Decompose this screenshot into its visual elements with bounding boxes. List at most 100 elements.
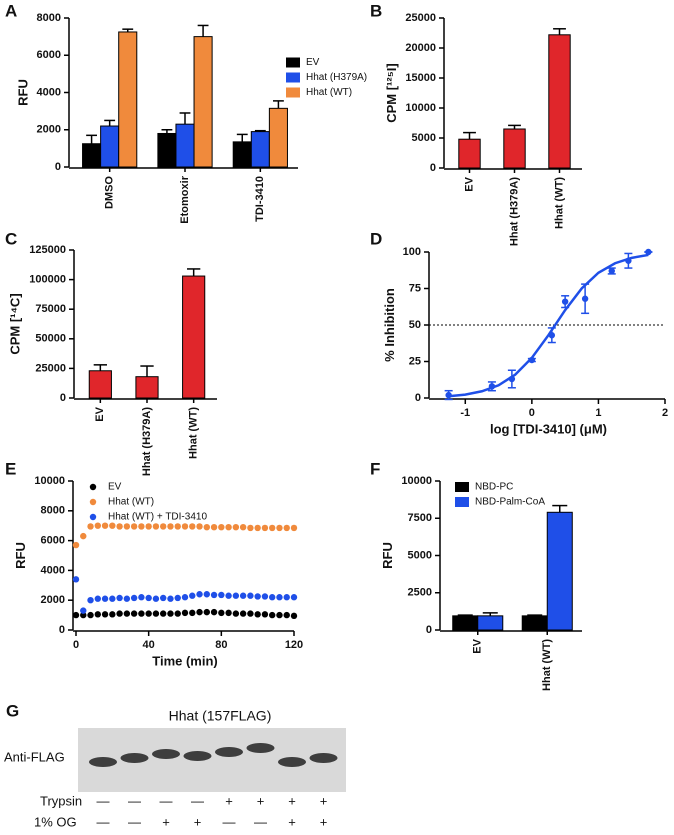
- point: [145, 523, 152, 530]
- point: [276, 594, 283, 601]
- point: [160, 610, 167, 617]
- y-tick-label: 6000: [37, 49, 61, 61]
- point: [247, 610, 254, 617]
- bar: [100, 125, 120, 168]
- blot-band: [152, 749, 180, 759]
- x-tick-label: 120: [285, 639, 303, 651]
- point: [232, 592, 240, 599]
- condition-sign: +: [194, 814, 202, 829]
- point: [152, 595, 160, 602]
- condition-sign: —: [254, 814, 267, 829]
- x-tick-label: 1: [595, 407, 601, 419]
- panel-letter: G: [6, 701, 19, 720]
- y-tick-label: 7500: [408, 512, 432, 524]
- point: [645, 248, 652, 256]
- point: [561, 298, 569, 305]
- point: [160, 594, 167, 602]
- point: [181, 609, 189, 617]
- y-tick-label: 5000: [408, 549, 432, 561]
- point: [203, 591, 210, 598]
- point: [130, 610, 138, 617]
- legend-swatch: [286, 57, 300, 68]
- y-tick-label: 2000: [37, 124, 61, 136]
- point: [189, 523, 196, 530]
- x-axis-label: Time (min): [152, 653, 218, 668]
- point: [548, 332, 556, 339]
- y-tick-label: 6000: [41, 535, 65, 547]
- point: [109, 611, 116, 618]
- x-tick-label: Hhat (WT): [553, 177, 565, 229]
- point: [290, 594, 298, 601]
- point: [218, 609, 225, 617]
- x-tick-label: 80: [215, 639, 227, 651]
- blot-title: Hhat (157FLAG): [169, 708, 272, 724]
- blot-band: [183, 751, 212, 761]
- bar: [250, 131, 270, 168]
- point: [80, 611, 87, 619]
- bar: [135, 376, 159, 399]
- point: [283, 524, 290, 532]
- legend-label: EV: [306, 57, 320, 68]
- y-tick-label: 0: [60, 392, 66, 404]
- point: [152, 523, 160, 530]
- legend-marker: [89, 498, 97, 506]
- point: [87, 597, 94, 604]
- point: [116, 610, 123, 617]
- point: [254, 593, 261, 600]
- point: [508, 375, 516, 383]
- point: [196, 523, 203, 530]
- point: [109, 522, 116, 529]
- y-tick-label: 20000: [405, 42, 436, 54]
- point: [94, 522, 102, 529]
- point: [290, 612, 298, 620]
- blot-band: [246, 743, 275, 753]
- condition-sign: +: [162, 814, 170, 829]
- legend-label: Hhat (WT): [108, 497, 154, 508]
- bar: [157, 132, 177, 168]
- legend-label: NBD-Palm-CoA: [475, 497, 545, 508]
- y-tick-label: 0: [426, 624, 432, 636]
- y-tick-label: 50000: [35, 333, 66, 345]
- point: [269, 594, 276, 601]
- bar: [88, 370, 112, 399]
- y-tick-label: 25000: [405, 12, 436, 24]
- panel-letter: D: [370, 229, 382, 248]
- point: [130, 594, 138, 602]
- y-tick-label: 8000: [41, 505, 65, 517]
- y-tick-label: 0: [59, 624, 65, 636]
- point: [167, 610, 174, 617]
- y-tick-label: 2500: [408, 587, 432, 599]
- x-tick-label: TDI-3410: [254, 176, 266, 222]
- blot-band: [215, 747, 243, 757]
- y-axis-label: RFU: [15, 79, 30, 106]
- y-tick-label: 0: [430, 162, 436, 174]
- point: [210, 523, 218, 531]
- y-tick-label: 4000: [41, 564, 65, 576]
- point: [152, 610, 160, 617]
- y-axis-label: RFU: [380, 542, 395, 569]
- point: [239, 523, 247, 531]
- point: [528, 356, 536, 364]
- y-tick-label: 4000: [37, 86, 61, 98]
- bar: [193, 36, 213, 168]
- bar: [458, 138, 481, 169]
- panel-letter: A: [5, 1, 17, 20]
- point: [101, 595, 109, 602]
- y-axis-label: RFU: [13, 542, 28, 569]
- y-tick-label: 100000: [29, 274, 66, 286]
- point: [145, 594, 152, 602]
- panel-letter: C: [5, 229, 17, 248]
- blot-membrane: [78, 728, 346, 792]
- bar: [232, 141, 252, 168]
- bar: [477, 615, 504, 631]
- y-tick-label: 15000: [405, 72, 436, 84]
- point: [261, 611, 269, 618]
- point: [189, 609, 196, 617]
- point: [210, 608, 218, 616]
- blot-band: [309, 753, 338, 763]
- point: [145, 610, 152, 617]
- point: [109, 595, 116, 602]
- legend-swatch: [286, 87, 300, 98]
- y-tick-label: 10000: [401, 475, 432, 487]
